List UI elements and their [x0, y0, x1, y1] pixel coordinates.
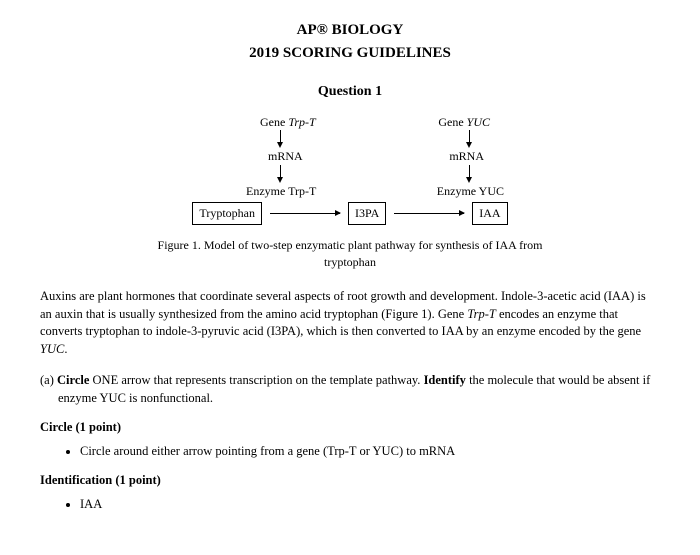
- gene-trp-t-label: Gene Trp-T: [260, 114, 316, 131]
- box-iaa: IAA: [472, 202, 507, 225]
- circle-section-label: Circle (1 point): [40, 419, 660, 437]
- figure-caption: Figure 1. Model of two-step enzymatic pl…: [140, 237, 560, 271]
- arrow-mrna-to-enzyme-trpt: [280, 165, 281, 183]
- circle-bullet: Circle around either arrow pointing from…: [80, 443, 660, 461]
- arrow-tryptophan-to-i3pa: [270, 213, 340, 214]
- header-subtitle: 2019 SCORING GUIDELINES: [40, 43, 660, 64]
- question-title: Question 1: [40, 82, 660, 102]
- identification-section-label: Identification (1 point): [40, 472, 660, 490]
- arrow-gene-trpt-to-mrna: [280, 130, 281, 148]
- arrow-i3pa-to-iaa: [394, 213, 464, 214]
- mrna-right: mRNA: [449, 148, 484, 165]
- box-tryptophan: Tryptophan: [192, 202, 262, 225]
- intro-paragraph: Auxins are plant hormones that coordinat…: [40, 288, 660, 358]
- header-title: AP® BIOLOGY: [40, 20, 660, 41]
- identification-bullets: IAA: [40, 496, 660, 514]
- arrow-gene-yuc-to-mrna: [469, 130, 470, 148]
- gene-yuc-label: Gene YUC: [438, 114, 490, 131]
- arrow-mrna-to-enzyme-yuc: [469, 165, 470, 183]
- identification-bullet: IAA: [80, 496, 660, 514]
- circle-bullets: Circle around either arrow pointing from…: [40, 443, 660, 461]
- part-a-question: (a) Circle ONE arrow that represents tra…: [40, 372, 660, 407]
- enzyme-trpt-label: Enzyme Trp-T: [246, 183, 316, 200]
- mrna-left: mRNA: [268, 148, 303, 165]
- box-i3pa: I3PA: [348, 202, 386, 225]
- pathway-diagram: Gene Trp-T Gene YUC mRNA mRNA Enzyme Trp…: [160, 114, 540, 225]
- enzyme-yuc-label: Enzyme YUC: [437, 183, 504, 200]
